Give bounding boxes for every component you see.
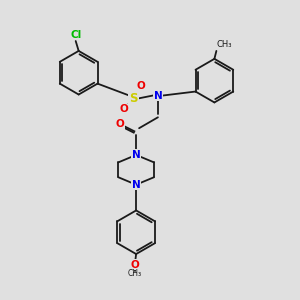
Text: O: O (120, 104, 129, 114)
Text: N: N (132, 150, 140, 160)
Text: N: N (132, 180, 140, 190)
Text: O: O (116, 119, 125, 129)
Text: N: N (154, 91, 162, 100)
Text: CH₃: CH₃ (128, 269, 142, 278)
Text: O: O (137, 81, 146, 91)
Text: Cl: Cl (70, 30, 81, 40)
Text: S: S (129, 92, 137, 105)
Text: CH₃: CH₃ (216, 40, 232, 49)
Text: O: O (131, 260, 140, 270)
